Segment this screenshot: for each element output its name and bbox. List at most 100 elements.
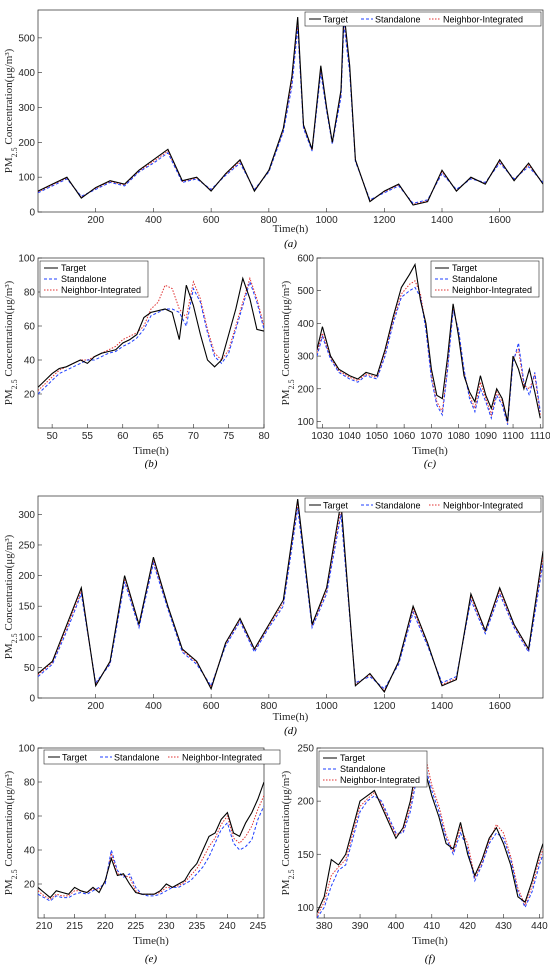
x-tick-label: 60 [117,431,129,442]
legend [430,260,540,298]
legend [318,750,428,788]
x-tick-label: 400 [145,701,162,712]
x-tick-label: 1400 [431,701,454,712]
x-tick-label: 1080 [447,431,470,442]
x-tick-label: 1600 [489,701,512,712]
plot-area [37,747,265,919]
series-line-neighbor-integrated [317,751,543,917]
y-tick-label: 100 [18,744,35,755]
y-tick-label: 600 [297,254,314,265]
x-tick-label: 420 [459,921,476,932]
legend-entry: Target [61,263,87,273]
x-tick-label: 50 [47,431,59,442]
y-tick-label: 200 [297,384,314,395]
plot-area [37,495,544,699]
y-tick-label: 100 [297,417,314,428]
x-tick-label: 200 [87,215,104,226]
chart-a: 200 400 600 800 1000 1200 1400 1600 0 100 200 300 40… [3,9,544,250]
legend-entry: Standalone [114,753,160,763]
x-tick-label: 430 [495,921,512,932]
chart-e: 210 215 220 225 230 235 240 245 20 40 60 80 100 Time(… [3,744,281,965]
x-tick-label: 230 [158,921,175,932]
series-line-neighbor-integrated [38,276,264,391]
x-tick-label: 55 [82,431,94,442]
y-tick-label: 500 [297,286,314,297]
x-tick-label: 390 [352,921,369,932]
x-tick-label: 220 [97,921,114,932]
series-line-standalone [317,762,543,918]
y-tick-label: 100 [18,254,35,265]
x-tick-label: 80 [258,431,270,442]
y-tick-label: 200 [297,797,314,808]
legend-entry: Target [323,15,349,25]
y-tick-label: 500 [18,33,35,44]
x-tick-label: 215 [66,921,83,932]
x-tick-label: 1600 [489,215,512,226]
legend-entry: Target [323,501,349,511]
y-axis-label: PM2.5 Concentration(μg/m³) [3,48,19,173]
series-line-standalone [38,23,543,204]
panel-caption: (b) [145,458,158,470]
y-tick-label: 300 [18,510,35,521]
x-tick-label: 1050 [366,431,389,442]
x-tick-label: 1100 [502,431,524,442]
y-tick-label: 100 [18,173,35,184]
x-axis-label: Time(h) [412,935,448,947]
y-tick-label: 200 [18,138,35,149]
legend-entry: Target [62,753,88,763]
x-tick-label: 800 [261,215,278,226]
plot-area [37,9,544,213]
chart-d: 200 400 600 800 1000 1200 1400 1600 0 50 100 150 200… [3,495,544,737]
x-tick-label: 400 [388,921,405,932]
x-tick-label: 440 [531,921,548,932]
x-tick-label: 1030 [311,431,334,442]
y-tick-label: 40 [24,846,36,857]
y-axis-label: PM2.5 Concentration(μg/m³) [3,770,19,895]
y-tick-label: 0 [29,208,35,219]
y-axis-label: PM2.5 Concentration(μg/m³) [3,534,19,659]
x-tick-label: 1000 [315,215,338,226]
x-tick-label: 235 [188,921,205,932]
x-tick-label: 410 [423,921,440,932]
x-tick-label: 75 [223,431,235,442]
legend [39,260,149,298]
legend-entry: Standalone [61,274,107,284]
y-tick-label: 300 [18,103,35,114]
y-tick-label: 80 [24,288,36,299]
series-line-target [38,11,543,206]
series-line-target [38,499,543,693]
x-tick-label: 1000 [315,701,338,712]
legend-entry: Neighbor-Integrated [452,285,532,295]
x-tick-label: 1400 [431,215,454,226]
legend-entry: Standalone [452,274,498,284]
x-tick-label: 1070 [420,431,443,442]
legend [304,11,542,27]
legend-entry: Neighbor-Integrated [340,775,420,785]
chart-f: 380 390 400 410 420 430 440 100 150 200 250 Time(h)… [280,744,548,966]
y-tick-label: 60 [24,322,36,333]
y-tick-label: 300 [297,352,314,363]
legend-entry: Standalone [375,501,421,511]
legend-entry: Target [452,263,478,273]
panel-caption: (c) [424,458,437,470]
x-axis-label: Time(h) [273,711,309,723]
legend-entry: Neighbor-Integrated [61,285,141,295]
legend [43,749,281,765]
legend-entry: Neighbor-Integrated [443,501,523,511]
y-axis-label: PM2.5 Concentration(μg/m³) [3,280,19,405]
x-tick-label: 400 [145,215,162,226]
y-tick-label: 50 [24,663,36,674]
y-tick-label: 20 [24,880,36,891]
x-axis-label: Time(h) [133,445,169,457]
y-tick-label: 150 [18,602,35,613]
series-line-target [317,262,541,422]
legend-entry: Standalone [375,15,421,25]
series-line-target [317,759,543,913]
panel-caption: (e) [145,953,158,965]
x-tick-label: 1110 [530,431,550,442]
x-tick-label: 245 [250,921,267,932]
x-tick-label: 380 [316,921,333,932]
x-tick-label: 600 [203,701,220,712]
legend-entry: Target [340,753,366,763]
y-tick-label: 400 [297,319,314,330]
